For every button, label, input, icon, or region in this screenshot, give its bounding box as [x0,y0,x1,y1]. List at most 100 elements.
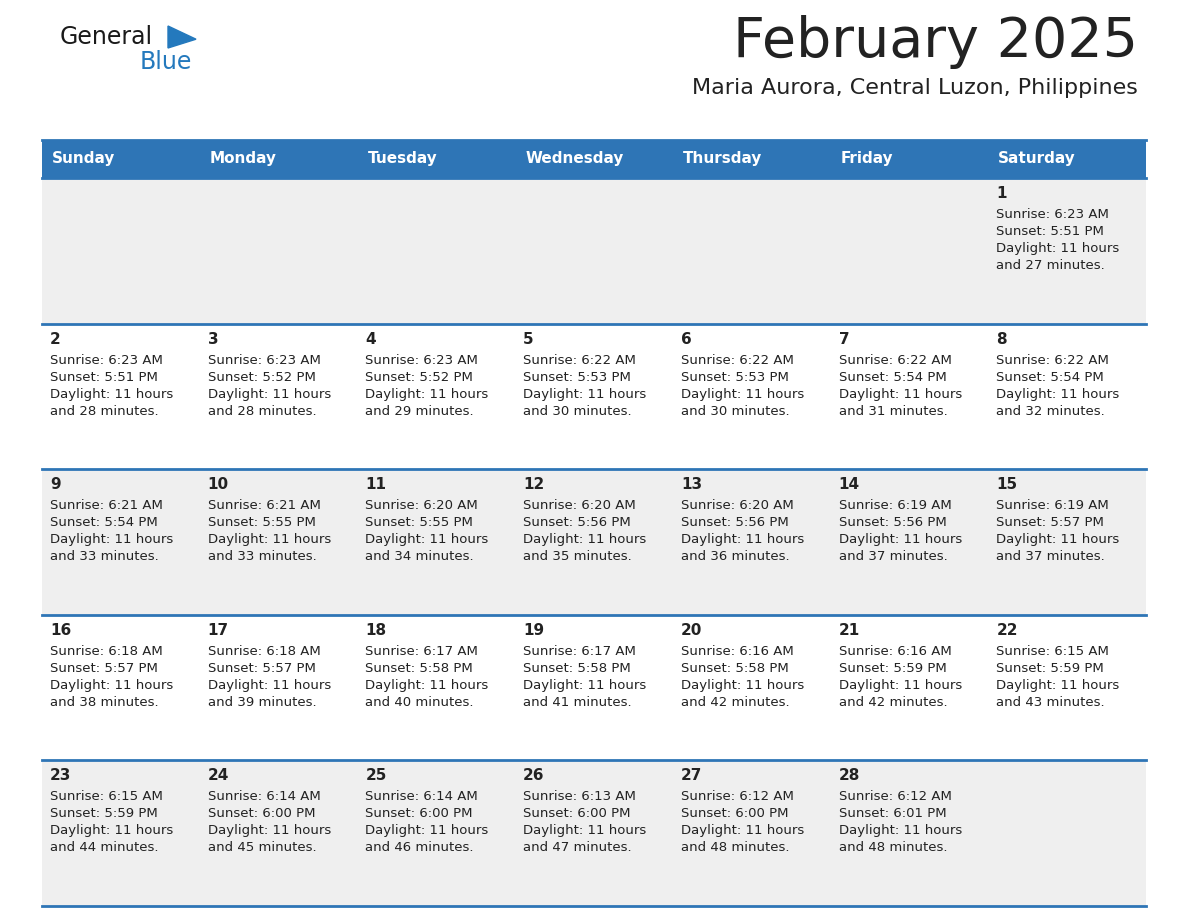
Text: Sunrise: 6:21 AM: Sunrise: 6:21 AM [208,499,321,512]
Text: 14: 14 [839,477,860,492]
Text: Sunset: 5:58 PM: Sunset: 5:58 PM [681,662,789,675]
Text: Sunset: 5:59 PM: Sunset: 5:59 PM [997,662,1104,675]
Text: Sunset: 5:54 PM: Sunset: 5:54 PM [50,516,158,529]
Text: Daylight: 11 hours: Daylight: 11 hours [681,824,804,837]
Text: 9: 9 [50,477,61,492]
Text: Sunset: 5:56 PM: Sunset: 5:56 PM [523,516,631,529]
Text: Sunrise: 6:20 AM: Sunrise: 6:20 AM [681,499,794,512]
Text: Daylight: 11 hours: Daylight: 11 hours [50,678,173,692]
Text: 4: 4 [366,331,377,347]
Bar [42,615,1146,760]
Text: Sunset: 5:54 PM: Sunset: 5:54 PM [997,371,1104,384]
Text: Daylight: 11 hours: Daylight: 11 hours [839,824,962,837]
Text: Daylight: 11 hours: Daylight: 11 hours [523,533,646,546]
Text: and 28 minutes.: and 28 minutes. [208,405,316,418]
Text: 26: 26 [523,768,544,783]
Text: 18: 18 [366,622,386,638]
Text: Tuesday: Tuesday [367,151,437,166]
Text: Sunset: 5:57 PM: Sunset: 5:57 PM [997,516,1104,529]
Text: Sunrise: 6:15 AM: Sunrise: 6:15 AM [50,790,163,803]
Text: Daylight: 11 hours: Daylight: 11 hours [366,387,488,400]
Text: Daylight: 11 hours: Daylight: 11 hours [366,533,488,546]
Text: Daylight: 11 hours: Daylight: 11 hours [50,387,173,400]
Text: Sunrise: 6:23 AM: Sunrise: 6:23 AM [208,353,321,366]
Text: Sunrise: 6:18 AM: Sunrise: 6:18 AM [50,644,163,658]
Text: Sunrise: 6:23 AM: Sunrise: 6:23 AM [366,353,479,366]
Text: Sunrise: 6:14 AM: Sunrise: 6:14 AM [366,790,479,803]
Text: and 31 minutes.: and 31 minutes. [839,405,947,418]
Text: Sunset: 5:58 PM: Sunset: 5:58 PM [366,662,473,675]
Text: Daylight: 11 hours: Daylight: 11 hours [681,678,804,692]
Text: 24: 24 [208,768,229,783]
Bar [42,324,1146,469]
Text: Sunset: 5:52 PM: Sunset: 5:52 PM [366,371,473,384]
Text: 27: 27 [681,768,702,783]
Text: and 43 minutes.: and 43 minutes. [997,696,1105,709]
Text: Daylight: 11 hours: Daylight: 11 hours [997,242,1119,255]
Text: Sunrise: 6:19 AM: Sunrise: 6:19 AM [839,499,952,512]
Text: and 47 minutes.: and 47 minutes. [523,842,632,855]
Text: Daylight: 11 hours: Daylight: 11 hours [681,533,804,546]
Text: and 45 minutes.: and 45 minutes. [208,842,316,855]
Text: and 29 minutes.: and 29 minutes. [366,405,474,418]
Text: General: General [61,25,153,49]
Text: Sunset: 5:53 PM: Sunset: 5:53 PM [523,371,631,384]
Text: and 34 minutes.: and 34 minutes. [366,550,474,564]
Text: 2: 2 [50,331,61,347]
Text: Daylight: 11 hours: Daylight: 11 hours [523,678,646,692]
Text: Sunset: 6:00 PM: Sunset: 6:00 PM [681,808,789,821]
Text: Daylight: 11 hours: Daylight: 11 hours [50,533,173,546]
Text: Sunset: 5:51 PM: Sunset: 5:51 PM [997,225,1104,238]
Text: Sunrise: 6:22 AM: Sunrise: 6:22 AM [523,353,636,366]
Bar [672,140,830,178]
Text: and 33 minutes.: and 33 minutes. [50,550,159,564]
Text: Sunrise: 6:14 AM: Sunrise: 6:14 AM [208,790,321,803]
Text: and 30 minutes.: and 30 minutes. [681,405,790,418]
Text: Daylight: 11 hours: Daylight: 11 hours [997,387,1119,400]
Text: Sunrise: 6:22 AM: Sunrise: 6:22 AM [997,353,1110,366]
Text: Sunrise: 6:23 AM: Sunrise: 6:23 AM [997,208,1110,221]
Text: Saturday: Saturday [998,151,1076,166]
Text: 8: 8 [997,331,1007,347]
Text: and 37 minutes.: and 37 minutes. [997,550,1105,564]
Text: and 39 minutes.: and 39 minutes. [208,696,316,709]
Text: Sunset: 5:59 PM: Sunset: 5:59 PM [50,808,158,821]
Text: Sunset: 5:58 PM: Sunset: 5:58 PM [523,662,631,675]
Text: 5: 5 [523,331,533,347]
Bar [42,140,200,178]
Text: 1: 1 [997,186,1006,201]
Text: 10: 10 [208,477,229,492]
Text: and 42 minutes.: and 42 minutes. [839,696,947,709]
Text: Sunrise: 6:21 AM: Sunrise: 6:21 AM [50,499,163,512]
Text: Sunset: 6:01 PM: Sunset: 6:01 PM [839,808,946,821]
Text: Daylight: 11 hours: Daylight: 11 hours [681,387,804,400]
Text: Sunset: 6:00 PM: Sunset: 6:00 PM [208,808,315,821]
Text: Sunrise: 6:19 AM: Sunrise: 6:19 AM [997,499,1110,512]
Text: Daylight: 11 hours: Daylight: 11 hours [208,387,331,400]
Text: February 2025: February 2025 [733,15,1138,69]
Text: Sunset: 5:57 PM: Sunset: 5:57 PM [50,662,158,675]
Text: and 44 minutes.: and 44 minutes. [50,842,158,855]
Text: Sunset: 5:59 PM: Sunset: 5:59 PM [839,662,947,675]
Text: and 27 minutes.: and 27 minutes. [997,259,1105,272]
Text: Blue: Blue [140,50,192,74]
Text: Sunset: 5:51 PM: Sunset: 5:51 PM [50,371,158,384]
Text: Daylight: 11 hours: Daylight: 11 hours [839,533,962,546]
Bar [42,178,1146,324]
Text: and 38 minutes.: and 38 minutes. [50,696,159,709]
Text: and 37 minutes.: and 37 minutes. [839,550,947,564]
Text: and 48 minutes.: and 48 minutes. [681,842,789,855]
Text: 12: 12 [523,477,544,492]
Text: Sunrise: 6:20 AM: Sunrise: 6:20 AM [523,499,636,512]
Text: Sunset: 5:54 PM: Sunset: 5:54 PM [839,371,947,384]
Text: Daylight: 11 hours: Daylight: 11 hours [997,678,1119,692]
Text: 21: 21 [839,622,860,638]
Text: Sunday: Sunday [52,151,115,166]
Text: and 35 minutes.: and 35 minutes. [523,550,632,564]
Text: 13: 13 [681,477,702,492]
Text: 7: 7 [839,331,849,347]
Text: 28: 28 [839,768,860,783]
Text: Sunrise: 6:15 AM: Sunrise: 6:15 AM [997,644,1110,658]
Text: Sunrise: 6:23 AM: Sunrise: 6:23 AM [50,353,163,366]
Text: 23: 23 [50,768,71,783]
